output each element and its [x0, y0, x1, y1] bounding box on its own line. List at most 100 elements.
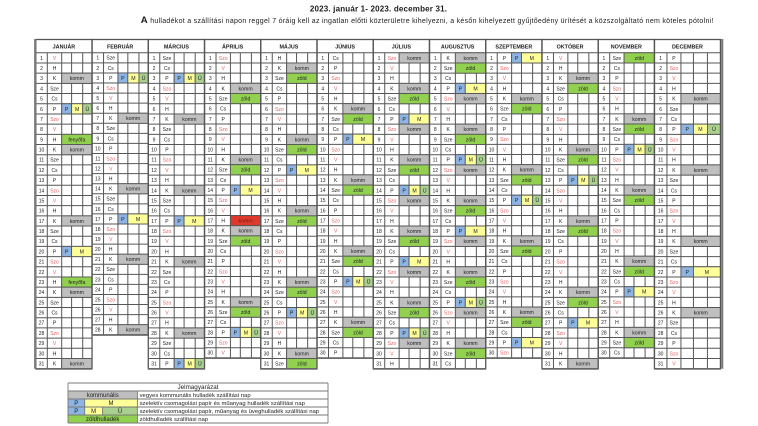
- svg-text:komm: komm: [463, 341, 477, 347]
- svg-text:P: P: [290, 311, 294, 317]
- svg-text:10: 10: [658, 148, 664, 154]
- svg-text:zöld: zöld: [410, 168, 420, 174]
- svg-text:Ü: Ü: [198, 361, 202, 368]
- svg-text:22: 22: [432, 270, 438, 276]
- svg-text:11: 11: [658, 158, 663, 164]
- svg-text:12: 12: [658, 168, 664, 174]
- svg-text:7: 7: [659, 117, 662, 123]
- svg-text:komm: komm: [182, 331, 196, 337]
- svg-text:15: 15: [207, 198, 213, 204]
- svg-text:7: 7: [490, 117, 493, 123]
- svg-text:Cs: Cs: [108, 207, 115, 213]
- svg-text:M: M: [361, 137, 365, 143]
- svg-text:H: H: [109, 106, 113, 112]
- svg-text:P: P: [390, 331, 394, 337]
- svg-text:13: 13: [151, 178, 157, 184]
- svg-text:komm: komm: [407, 127, 421, 133]
- svg-text:K: K: [165, 260, 169, 266]
- svg-text:14: 14: [376, 188, 382, 194]
- svg-text:H: H: [390, 219, 394, 225]
- svg-text:23: 23: [151, 280, 157, 286]
- svg-text:14: 14: [264, 188, 270, 194]
- svg-text:komm: komm: [632, 117, 646, 123]
- svg-text:13: 13: [432, 178, 438, 184]
- svg-text:15: 15: [320, 198, 326, 204]
- svg-text:P: P: [672, 127, 676, 133]
- svg-text:7: 7: [378, 117, 381, 123]
- svg-text:21: 21: [545, 260, 551, 266]
- svg-text:P: P: [459, 158, 463, 164]
- svg-text:Szo: Szo: [500, 351, 509, 357]
- svg-text:zöld: zöld: [466, 66, 476, 72]
- svg-text:25: 25: [601, 300, 607, 306]
- svg-text:Sze: Sze: [670, 107, 679, 113]
- svg-text:25: 25: [658, 300, 664, 306]
- svg-text:M: M: [412, 331, 416, 337]
- svg-text:P: P: [278, 168, 282, 174]
- svg-text:Sze: Sze: [50, 86, 59, 92]
- svg-text:Jelmagyarázat: Jelmagyarázat: [178, 384, 219, 391]
- svg-text:24: 24: [320, 290, 326, 296]
- svg-text:Szo: Szo: [388, 127, 397, 133]
- svg-text:Cs: Cs: [389, 178, 396, 184]
- svg-text:10: 10: [489, 147, 495, 153]
- svg-text:1: 1: [153, 56, 156, 62]
- svg-text:Szo: Szo: [500, 137, 509, 143]
- svg-text:Ü: Ü: [85, 106, 89, 113]
- svg-text:komm: komm: [407, 341, 421, 347]
- svg-text:P: P: [74, 409, 78, 415]
- svg-text:Ü: Ü: [535, 197, 539, 204]
- svg-text:26: 26: [320, 310, 326, 316]
- svg-text:8: 8: [546, 127, 549, 133]
- svg-text:komm: komm: [463, 270, 477, 276]
- svg-text:K: K: [278, 137, 282, 143]
- svg-text:19: 19: [601, 239, 607, 245]
- svg-text:M: M: [109, 401, 114, 407]
- svg-text:P: P: [672, 198, 676, 204]
- svg-text:H: H: [165, 178, 169, 184]
- svg-text:26: 26: [151, 311, 157, 317]
- svg-text:zöld: zöld: [297, 290, 307, 296]
- svg-text:M: M: [136, 217, 140, 223]
- svg-text:JÚLIUS: JÚLIUS: [392, 43, 412, 50]
- svg-text:P: P: [672, 270, 676, 276]
- svg-text:K: K: [53, 76, 57, 82]
- svg-text:P: P: [109, 217, 113, 223]
- svg-text:komm: komm: [407, 56, 421, 62]
- svg-text:3: 3: [153, 76, 156, 82]
- svg-text:zöld: zöld: [466, 351, 476, 357]
- svg-text:15: 15: [601, 198, 607, 204]
- svg-text:K: K: [615, 117, 619, 123]
- svg-text:29: 29: [658, 341, 664, 347]
- svg-text:P: P: [672, 56, 676, 62]
- svg-text:H: H: [53, 137, 57, 143]
- svg-text:V: V: [334, 157, 338, 163]
- svg-text:P: P: [559, 178, 563, 184]
- svg-text:25: 25: [39, 300, 45, 306]
- svg-text:komm: komm: [239, 86, 253, 92]
- svg-text:26: 26: [658, 311, 664, 317]
- svg-text:K: K: [334, 320, 338, 326]
- svg-text:16: 16: [320, 208, 326, 214]
- svg-text:8: 8: [378, 127, 381, 133]
- svg-text:Sze: Sze: [444, 280, 453, 286]
- svg-text:25: 25: [545, 300, 551, 306]
- svg-text:V: V: [334, 229, 338, 235]
- svg-text:K: K: [278, 351, 282, 357]
- svg-text:3: 3: [659, 76, 662, 82]
- svg-text:24: 24: [432, 290, 438, 296]
- svg-text:Szo: Szo: [331, 290, 340, 296]
- svg-text:17: 17: [320, 219, 326, 225]
- svg-text:Sze: Sze: [331, 330, 340, 336]
- svg-text:Sze: Sze: [219, 239, 228, 245]
- svg-text:V: V: [559, 127, 563, 133]
- svg-text:komm: komm: [463, 239, 477, 245]
- svg-text:27: 27: [432, 321, 438, 327]
- svg-text:9: 9: [265, 137, 268, 143]
- svg-text:fenyőfa: fenyőfa: [68, 280, 85, 286]
- svg-text:14: 14: [601, 188, 607, 194]
- svg-text:NOVEMBER: NOVEMBER: [611, 44, 642, 50]
- svg-text:Sze: Sze: [444, 209, 453, 215]
- svg-text:Cs: Cs: [108, 136, 115, 142]
- svg-text:P: P: [334, 351, 338, 357]
